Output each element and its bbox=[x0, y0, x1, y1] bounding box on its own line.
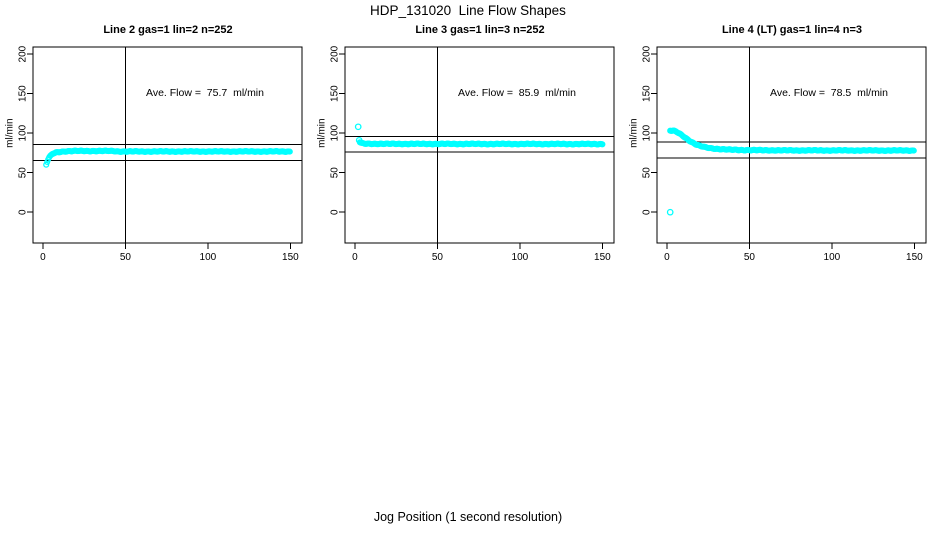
svg-text:150: 150 bbox=[18, 85, 29, 102]
svg-text:100: 100 bbox=[512, 252, 529, 263]
reference-lines bbox=[657, 47, 926, 243]
reference-lines bbox=[33, 47, 302, 243]
data-series bbox=[666, 127, 917, 216]
svg-text:50: 50 bbox=[18, 167, 29, 179]
outlier-point bbox=[354, 123, 362, 131]
x-axis bbox=[666, 243, 915, 249]
svg-text:100: 100 bbox=[200, 252, 217, 263]
panel-plot-0: 0 50 100 150 0 50 100 150 200 ml/min bbox=[5, 45, 303, 263]
panel-title: Line 4 (LT) gas=1 lin=4 n=3 bbox=[721, 24, 863, 36]
svg-text:50: 50 bbox=[120, 252, 132, 263]
y-axis bbox=[27, 53, 33, 213]
panel-title: Line 2 gas=1 lin=2 n=252 bbox=[103, 24, 233, 36]
y-axis bbox=[339, 53, 345, 213]
svg-text:150: 150 bbox=[330, 85, 341, 102]
panel-line3: Line 3 gas=1 lin=3 n=252 Ave. Flow = 85.… bbox=[312, 0, 624, 290]
y-axis-title: ml/min bbox=[629, 118, 640, 147]
panel-plot-1: 0 50 100 150 0 50 100 150 200 ml/min bbox=[317, 45, 615, 263]
data-point bbox=[286, 148, 293, 155]
svg-text:150: 150 bbox=[594, 252, 611, 263]
x-tick-labels: 0 50 100 150 bbox=[664, 252, 923, 263]
svg-text:0: 0 bbox=[330, 209, 341, 215]
figure-title: HDP_131020 Line Flow Shapes bbox=[370, 3, 566, 18]
svg-text:200: 200 bbox=[18, 45, 29, 62]
svg-text:100: 100 bbox=[642, 124, 653, 141]
svg-text:200: 200 bbox=[330, 45, 341, 62]
y-axis-title: ml/min bbox=[5, 118, 16, 147]
ave-flow-annotation: Ave. Flow = 85.9 ml/min bbox=[458, 87, 576, 99]
y-tick-labels: 0 50 100 150 200 bbox=[330, 45, 341, 215]
svg-text:50: 50 bbox=[642, 167, 653, 179]
x-axis bbox=[42, 243, 291, 249]
outlier-point bbox=[355, 136, 363, 144]
svg-text:0: 0 bbox=[642, 209, 653, 215]
plot-box bbox=[32, 46, 303, 244]
svg-text:200: 200 bbox=[642, 45, 653, 62]
x-axis bbox=[354, 243, 603, 249]
svg-text:50: 50 bbox=[432, 252, 444, 263]
panel-line2: Line 2 gas=1 lin=2 n=252 Ave. Flow = 75.… bbox=[0, 0, 312, 290]
data-point bbox=[910, 147, 917, 154]
svg-text:100: 100 bbox=[18, 124, 29, 141]
x-tick-labels: 0 50 100 150 bbox=[40, 252, 299, 263]
svg-text:150: 150 bbox=[282, 252, 299, 263]
data-point bbox=[599, 141, 606, 148]
svg-text:100: 100 bbox=[330, 124, 341, 141]
ave-flow-annotation: Ave. Flow = 78.5 ml/min bbox=[770, 87, 888, 99]
svg-text:0: 0 bbox=[40, 252, 46, 263]
svg-text:0: 0 bbox=[352, 252, 358, 263]
svg-text:150: 150 bbox=[906, 252, 923, 263]
y-axis bbox=[651, 53, 657, 213]
svg-text:100: 100 bbox=[824, 252, 841, 263]
svg-text:150: 150 bbox=[642, 85, 653, 102]
svg-text:0: 0 bbox=[18, 209, 29, 215]
svg-text:50: 50 bbox=[744, 252, 756, 263]
y-axis-title: ml/min bbox=[317, 118, 328, 147]
svg-text:50: 50 bbox=[330, 167, 341, 179]
x-axis-label: Jog Position (1 second resolution) bbox=[373, 510, 563, 524]
plot-box bbox=[344, 46, 615, 244]
svg-text:0: 0 bbox=[664, 252, 670, 263]
panel-plot-2: 0 50 100 150 0 50 100 150 200 ml/min bbox=[629, 45, 927, 263]
data-series bbox=[43, 147, 293, 168]
y-tick-labels: 0 50 100 150 200 bbox=[18, 45, 29, 215]
plot-box bbox=[656, 46, 927, 244]
outlier-point bbox=[666, 208, 674, 216]
y-tick-labels: 0 50 100 150 200 bbox=[642, 45, 653, 215]
panel-line4: Line 4 (LT) gas=1 lin=4 n=3 Ave. Flow = … bbox=[624, 0, 936, 290]
ave-flow-annotation: Ave. Flow = 75.7 ml/min bbox=[146, 87, 264, 99]
panel-title: Line 3 gas=1 lin=3 n=252 bbox=[415, 24, 545, 36]
x-tick-labels: 0 50 100 150 bbox=[352, 252, 611, 263]
data-series bbox=[354, 123, 606, 148]
